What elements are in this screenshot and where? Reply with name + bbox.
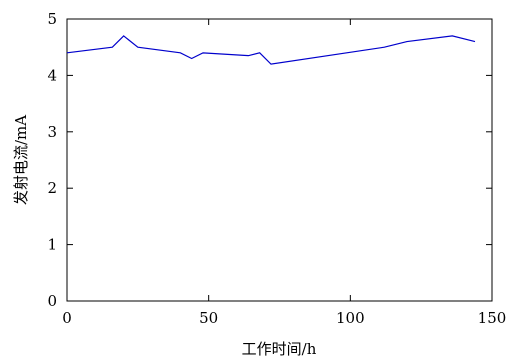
y-tick-label: 1 xyxy=(47,236,57,254)
x-tick-label: 0 xyxy=(62,309,72,327)
series-layer xyxy=(66,35,476,65)
plot-frame xyxy=(66,18,493,302)
y-axis-label: 发射电流/mA xyxy=(12,115,30,205)
y-tick-label: 3 xyxy=(47,123,57,141)
y-tick-label: 5 xyxy=(47,10,57,28)
x-tick-label: 100 xyxy=(336,309,365,327)
y-tick-label: 4 xyxy=(47,66,57,84)
labels-layer: 工作时间/h 发射电流/mA xyxy=(12,115,317,358)
x-axis-label: 工作时间/h xyxy=(242,340,317,358)
y-tick-label: 0 xyxy=(47,292,57,310)
y-tick-label: 2 xyxy=(47,179,57,197)
x-tick-label: 150 xyxy=(478,309,507,327)
x-tick-label: 50 xyxy=(199,309,218,327)
series-line xyxy=(66,35,476,65)
axes-layer: 0 50 100 150 0 1 2 3 4 5 xyxy=(47,10,506,327)
